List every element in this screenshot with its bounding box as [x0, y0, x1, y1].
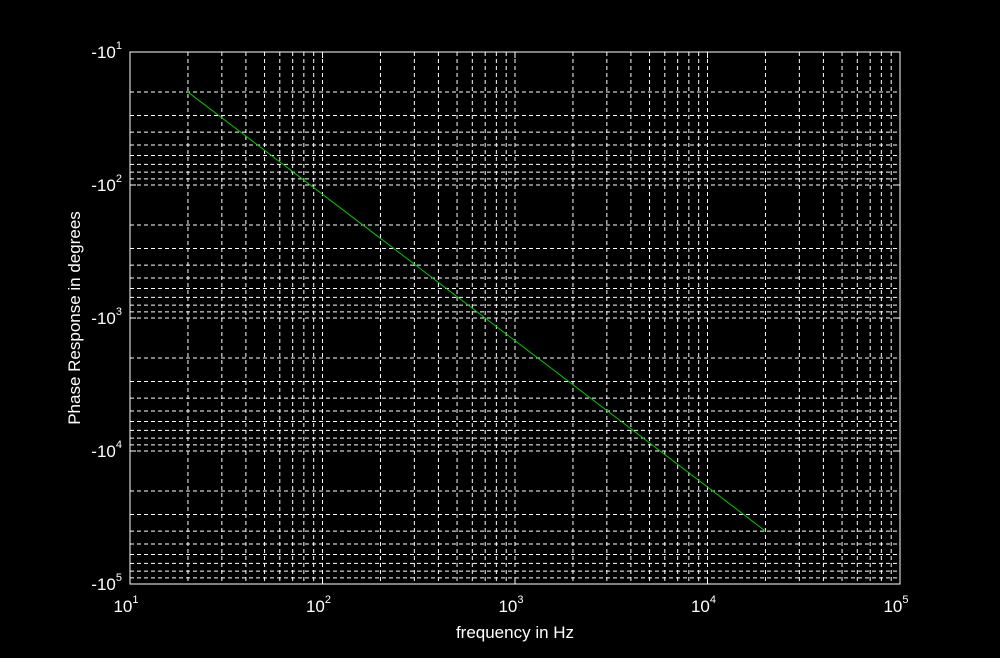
- x-tick-label: 105: [883, 594, 908, 616]
- y-tick-label: -104: [91, 439, 122, 461]
- x-tick-label: 101: [113, 594, 138, 616]
- x-tick-label: 103: [498, 594, 523, 616]
- grid-lines: [130, 52, 900, 584]
- y-tick-label: -101: [91, 40, 122, 62]
- x-tick-label: 104: [691, 594, 716, 616]
- x-axis-label: frequency in Hz: [456, 623, 574, 642]
- y-tick-label: -105: [91, 572, 122, 594]
- series-layer: [187, 91, 766, 532]
- y-tick-label: -102: [91, 173, 122, 195]
- x-tick-labels: 101 102 103 104 105: [113, 594, 908, 616]
- y-tick-label: -103: [91, 306, 122, 328]
- x-tick-label: 102: [306, 594, 331, 616]
- y-axis-label: Phase Response in degrees: [65, 211, 84, 425]
- tick-marks: [129, 51, 901, 585]
- phase-series-line: [187, 91, 766, 532]
- y-tick-labels: -101 -102 -103 -104 -105: [91, 40, 122, 594]
